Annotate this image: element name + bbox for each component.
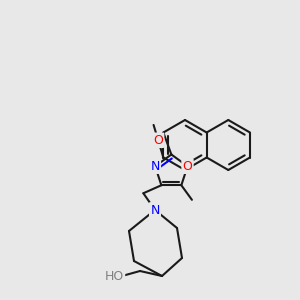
Text: N: N (150, 203, 160, 217)
Text: O: O (183, 160, 193, 173)
Text: O: O (153, 134, 163, 147)
Text: HO: HO (105, 269, 124, 283)
Text: N: N (150, 203, 160, 217)
Text: N: N (151, 160, 160, 173)
